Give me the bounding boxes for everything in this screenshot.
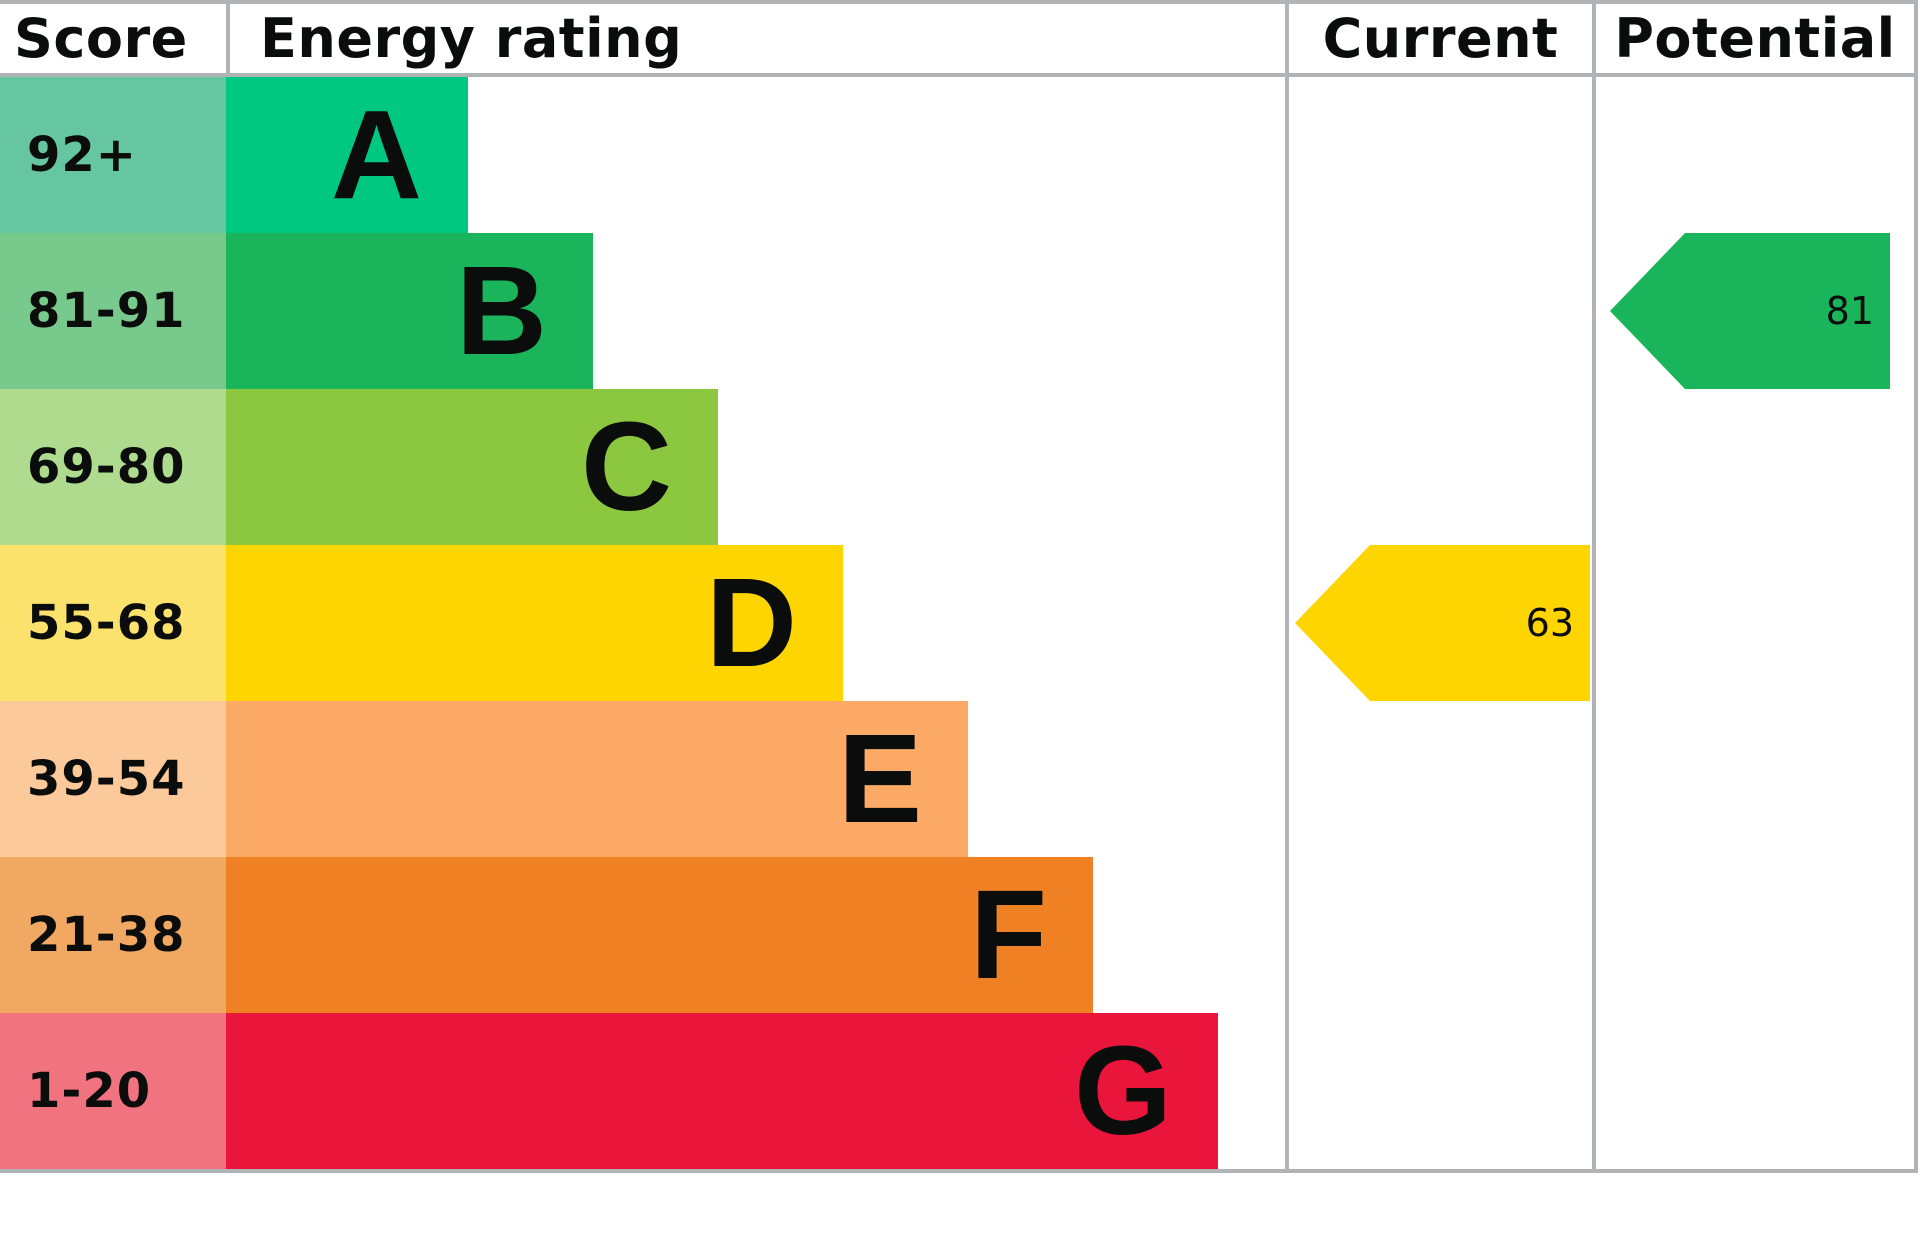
rating-bar-area-f: F	[226, 857, 1285, 1013]
energy-rating-column-header: Energy rating	[230, 4, 1285, 73]
current-cell-d: 63	[1285, 545, 1592, 701]
potential-rating-arrow: 81	[1610, 233, 1890, 389]
band-letter-e: E	[837, 708, 922, 849]
band-row-g: 1-20 G	[0, 1013, 1918, 1169]
band-letter-a: A	[331, 84, 422, 225]
rating-bar-area-e: E	[226, 701, 1285, 857]
score-range-cell-e: 39-54	[0, 701, 226, 857]
current-cell-f	[1285, 857, 1592, 1013]
potential-cell-e	[1592, 701, 1918, 857]
header-row: Score Energy rating Current Potential	[0, 4, 1918, 77]
potential-cell-c	[1592, 389, 1918, 545]
score-range-label-b: 81-91	[27, 283, 186, 339]
score-range-cell-f: 21-38	[0, 857, 226, 1013]
current-cell-g	[1285, 1013, 1592, 1169]
band-bar-g: G	[226, 1013, 1218, 1169]
score-range-label-g: 1-20	[27, 1063, 152, 1119]
band-bar-a: A	[226, 77, 468, 233]
energy-rating-header-label: Energy rating	[260, 7, 683, 70]
score-range-cell-b: 81-91	[0, 233, 226, 389]
band-row-a: 92+ A	[0, 77, 1918, 233]
band-bar-d: D	[226, 545, 843, 701]
score-range-label-c: 69-80	[27, 439, 186, 495]
band-letter-b: B	[456, 240, 547, 381]
band-bar-c: C	[226, 389, 718, 545]
score-range-label-f: 21-38	[27, 907, 186, 963]
current-cell-e	[1285, 701, 1592, 857]
band-letter-c: C	[581, 396, 672, 537]
score-range-cell-d: 55-68	[0, 545, 226, 701]
potential-rating-value: 81	[1825, 289, 1874, 333]
rating-bar-area-g: G	[226, 1013, 1285, 1169]
score-column-header: Score	[0, 4, 230, 73]
band-row-c: 69-80 C	[0, 389, 1918, 545]
potential-cell-d	[1592, 545, 1918, 701]
band-row-b: 81-91 B 81	[0, 233, 1918, 389]
score-header-label: Score	[14, 7, 188, 70]
potential-cell-g	[1592, 1013, 1918, 1169]
score-range-cell-c: 69-80	[0, 389, 226, 545]
band-bar-b: B	[226, 233, 593, 389]
band-letter-f: F	[970, 864, 1047, 1005]
current-rating-arrow: 63	[1295, 545, 1590, 701]
epc-energy-rating-chart: Score Energy rating Current Potential 92…	[0, 0, 1918, 1173]
score-range-label-d: 55-68	[27, 595, 186, 651]
band-row-d: 55-68 D 63	[0, 545, 1918, 701]
band-row-f: 21-38 F	[0, 857, 1918, 1013]
rating-bar-area-c: C	[226, 389, 1285, 545]
current-cell-b	[1285, 233, 1592, 389]
rating-bar-area-d: D	[226, 545, 1285, 701]
potential-column-header: Potential	[1592, 4, 1918, 73]
score-range-label-e: 39-54	[27, 751, 186, 807]
potential-header-label: Potential	[1614, 7, 1896, 70]
potential-cell-a	[1592, 77, 1918, 233]
current-column-header: Current	[1285, 4, 1592, 73]
rating-bar-area-b: B	[226, 233, 1285, 389]
potential-cell-f	[1592, 857, 1918, 1013]
potential-cell-b: 81	[1592, 233, 1918, 389]
current-rating-value: 63	[1525, 601, 1574, 645]
score-range-cell-g: 1-20	[0, 1013, 226, 1169]
band-letter-g: G	[1073, 1020, 1172, 1161]
current-cell-a	[1285, 77, 1592, 233]
current-cell-c	[1285, 389, 1592, 545]
score-range-cell-a: 92+	[0, 77, 226, 233]
band-bar-e: E	[226, 701, 968, 857]
rating-bar-area-a: A	[226, 77, 1285, 233]
current-header-label: Current	[1322, 7, 1559, 70]
band-letter-d: D	[706, 552, 797, 693]
score-range-label-a: 92+	[27, 127, 138, 183]
band-bar-f: F	[226, 857, 1093, 1013]
band-row-e: 39-54 E	[0, 701, 1918, 857]
